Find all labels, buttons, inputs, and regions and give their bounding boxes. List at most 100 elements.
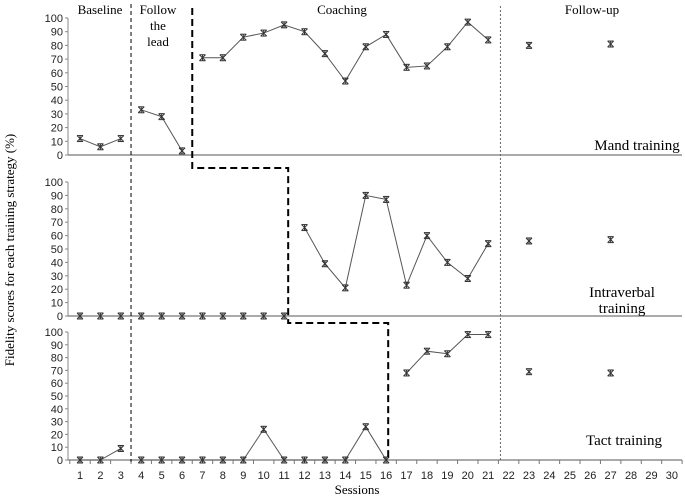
data-point	[280, 312, 288, 320]
data-point	[219, 312, 227, 320]
panel-label-intraverbal: Intraverbal training	[589, 285, 655, 317]
y-axis-label: Fidelity scores for each training strate…	[2, 134, 17, 366]
y-tick-label: 100	[45, 177, 63, 189]
data-point	[607, 369, 615, 377]
data-line	[304, 194, 489, 289]
data-point	[158, 113, 165, 121]
x-tick-label: 14	[339, 470, 351, 482]
data-point	[219, 456, 227, 464]
phase-label-line: lead	[147, 34, 169, 49]
data-point	[444, 258, 451, 266]
y-tick-label: 50	[51, 82, 63, 94]
y-tick-label: 40	[51, 404, 63, 416]
y-tick-label: 60	[51, 231, 63, 243]
data-point	[301, 224, 308, 232]
phase-label-follow-up: Follow-up	[565, 2, 619, 17]
x-tick-label: 13	[319, 470, 331, 482]
phase-label-baseline: Baseline	[78, 2, 123, 17]
x-tick-label: 23	[523, 470, 535, 482]
data-point	[382, 30, 390, 38]
data-point	[239, 456, 247, 464]
panel-label-line: training	[599, 301, 646, 317]
data-point	[362, 43, 370, 51]
x-tick-label: 28	[625, 470, 637, 482]
y-tick-label: 70	[51, 217, 63, 229]
data-point	[178, 312, 186, 320]
x-tick-label: 30	[666, 470, 678, 482]
y-tick-label: 20	[51, 429, 63, 441]
data-point	[239, 312, 247, 320]
x-tick-label: 19	[441, 470, 453, 482]
data-point	[403, 281, 410, 289]
data-point	[525, 368, 533, 376]
data-point	[97, 143, 104, 151]
y-tick-label: 100	[45, 13, 63, 25]
data-point	[423, 347, 431, 355]
data-point	[341, 456, 349, 464]
y-tick-label: 90	[51, 27, 63, 39]
y-tick-label: 80	[51, 353, 63, 365]
y-tick-label: 40	[51, 95, 63, 107]
data-point	[464, 18, 472, 26]
panel-label-tact: Tact training	[586, 433, 663, 449]
x-tick-label: 26	[584, 470, 596, 482]
data-point	[382, 456, 390, 464]
data-point	[362, 191, 370, 199]
data-point	[444, 350, 451, 358]
x-tick-label: 5	[159, 470, 165, 482]
x-tick-label: 12	[298, 470, 310, 482]
y-tick-label: 70	[51, 54, 63, 66]
data-point	[199, 456, 206, 464]
x-tick-label: 7	[199, 470, 205, 482]
y-tick-label: 0	[57, 455, 63, 467]
data-point	[382, 195, 390, 203]
data-point	[321, 50, 329, 58]
data-point	[301, 456, 308, 464]
data-point	[341, 284, 349, 292]
data-point	[219, 54, 227, 62]
data-point	[423, 232, 431, 240]
data-point	[362, 423, 370, 431]
data-point	[464, 274, 472, 282]
data-point	[158, 312, 165, 320]
data-point	[260, 425, 268, 433]
data-point	[239, 33, 247, 41]
data-point	[525, 41, 533, 49]
phase-label-follow-the-lead: Follow the lead	[140, 2, 177, 49]
data-point	[525, 237, 533, 245]
data-point	[403, 369, 410, 377]
y-tick-label: 50	[51, 391, 63, 403]
data-point	[484, 331, 492, 339]
y-tick-label: 60	[51, 68, 63, 80]
y-tick-label: 20	[51, 123, 63, 135]
data-point	[199, 54, 206, 62]
y-tick-label: 70	[51, 365, 63, 377]
y-tick-label: 10	[51, 298, 63, 310]
x-tick-label: 21	[482, 470, 494, 482]
x-tick-label: 18	[421, 470, 433, 482]
panel-label-mand: Mand training	[594, 138, 680, 154]
x-tick-label: 9	[240, 470, 246, 482]
data-point	[178, 456, 186, 464]
data-point	[76, 312, 84, 320]
data-point	[76, 456, 84, 464]
data-point	[97, 312, 104, 320]
x-tick-label: 8	[220, 470, 226, 482]
data-point	[280, 21, 288, 29]
x-tick-label: 10	[258, 470, 270, 482]
data-point	[321, 260, 329, 268]
y-tick-label: 30	[51, 109, 63, 121]
data-point	[199, 312, 206, 320]
x-tick-label: 20	[462, 470, 474, 482]
x-tick-label: 17	[400, 470, 412, 482]
x-axis-label: Sessions	[335, 482, 380, 497]
phase-label-line: Follow	[140, 2, 177, 17]
y-tick-label: 30	[51, 271, 63, 283]
phase-label-coaching: Coaching	[317, 2, 367, 17]
data-point	[423, 62, 431, 70]
data-point	[341, 77, 349, 85]
x-tick-label: 15	[360, 470, 372, 482]
y-tick-label: 80	[51, 204, 63, 216]
panel-label-line: Intraverbal	[589, 285, 655, 301]
